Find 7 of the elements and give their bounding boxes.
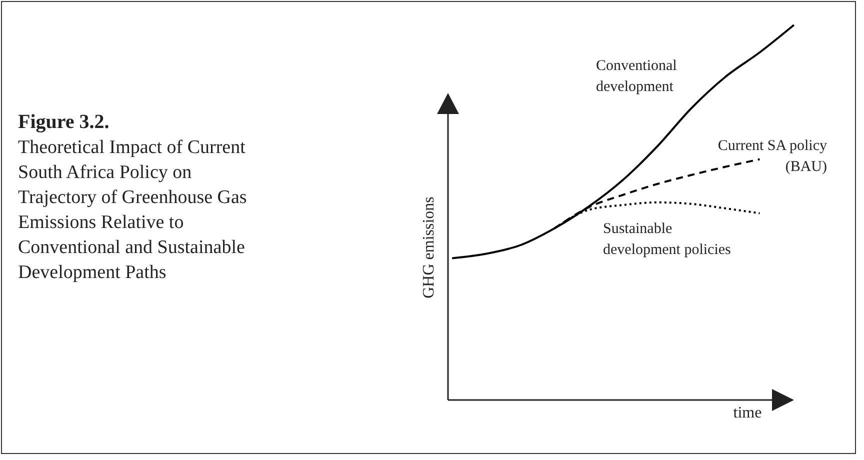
- text: Figure 3.2.: [18, 110, 110, 135]
- x-axis-title: time: [733, 404, 762, 422]
- series-label: Current SA policy (BAU): [718, 138, 828, 175]
- y-axis-title: GHG emissions: [420, 196, 438, 298]
- series-label: Sustainable development policies: [603, 221, 732, 258]
- series-label: Conventional development: [596, 58, 677, 95]
- text: Theoretical Impact of Current South Africa Policy on Trajectory of Greenhouse Gas Emissions Relative to Conventional and Sustainable Development Paths: [18, 136, 248, 285]
